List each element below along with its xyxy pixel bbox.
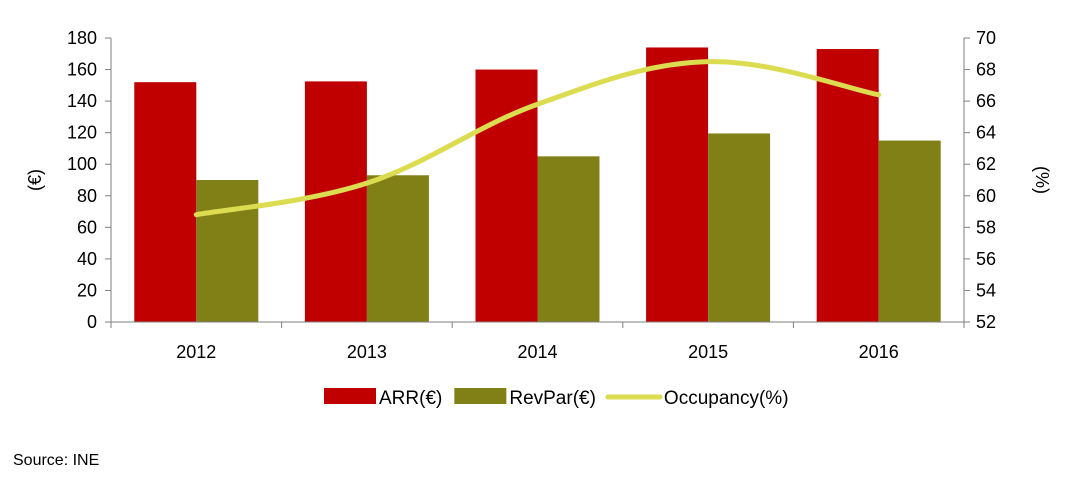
right-tick-label-68: 68: [976, 60, 996, 80]
left-tick-label-20: 20: [77, 280, 97, 300]
legend-label-revpar: RevPar(€): [509, 388, 596, 409]
legend-label-occupancy: Occupancy(%): [664, 388, 789, 409]
legend-label-arr: ARR(€): [379, 388, 442, 409]
right-tick-label-54: 54: [976, 280, 996, 300]
bar-revpar-2016: [878, 140, 941, 322]
right-tick-label-58: 58: [976, 217, 996, 237]
right-tick-label-62: 62: [976, 154, 996, 174]
bar-revpar-2015: [708, 133, 771, 322]
y-left-axis-title: (€): [25, 169, 45, 191]
right-tick-label-64: 64: [976, 123, 996, 143]
x-tick-label-2013: 2013: [347, 342, 387, 362]
x-tick-label-2016: 2016: [859, 342, 899, 362]
bar-arr-2015: [646, 47, 709, 322]
right-tick-label-56: 56: [976, 249, 996, 269]
x-tick-label-2012: 2012: [176, 342, 216, 362]
occupancy-line-layer: [193, 59, 882, 218]
left-tick-label-0: 0: [87, 312, 97, 332]
left-tick-label-180: 180: [67, 28, 97, 48]
axes-layer: 0 20 40 60 80 100 120 140 160 180 52 54 56 58 60 62 64 66…: [25, 28, 1052, 362]
left-tick-label-100: 100: [67, 154, 97, 174]
legend-swatch-arr: [324, 388, 376, 404]
left-tick-label-80: 80: [77, 186, 97, 206]
left-tick-label-160: 160: [67, 60, 97, 80]
left-tick-label-40: 40: [77, 249, 97, 269]
x-tick-label-2014: 2014: [517, 342, 557, 362]
right-tick-label-60: 60: [976, 186, 996, 206]
right-tick-label-66: 66: [976, 91, 996, 111]
bar-arr-2013: [304, 81, 367, 322]
left-tick-label-140: 140: [67, 91, 97, 111]
bar-arr-2012: [134, 82, 197, 322]
legend-swatch-revpar: [454, 388, 507, 404]
y-right-axis-title: (%): [1032, 166, 1052, 194]
legend: ARR(€) RevPar(€) Occupancy(%): [324, 388, 789, 409]
right-tick-label-52: 52: [976, 312, 996, 332]
bar-revpar-2012: [196, 180, 259, 322]
bar-revpar-2013: [366, 175, 429, 322]
occupancy-line: [193, 59, 882, 218]
bars-layer: [134, 47, 941, 323]
bar-arr-2014: [475, 69, 538, 322]
left-tick-label-120: 120: [67, 123, 97, 143]
x-tick-label-2015: 2015: [688, 342, 728, 362]
bar-arr-2016: [816, 49, 879, 323]
right-tick-label-70: 70: [976, 28, 996, 48]
bar-revpar-2014: [537, 156, 600, 322]
left-tick-label-60: 60: [77, 217, 97, 237]
source-note: Source: INE: [13, 452, 100, 469]
